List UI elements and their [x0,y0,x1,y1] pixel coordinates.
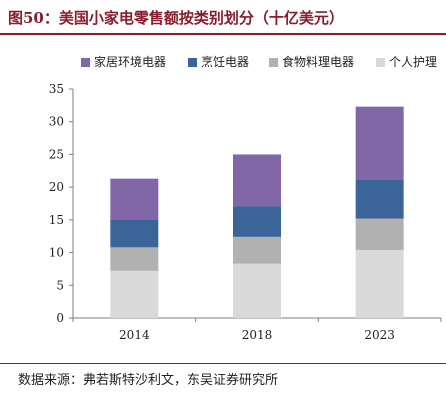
legend-swatch [269,58,278,67]
bar-segment [233,263,281,318]
bar-segment [355,106,404,180]
legend-label: 家居环境电器 [94,54,166,69]
bar-segment [355,249,404,318]
chart-tick-labels: 0 5 10 15 20 25 30 35 2014 2018 2023 [49,82,395,342]
bar-segment [233,154,281,207]
legend-label: 个人护理 [389,55,437,69]
bar-segment [355,179,404,219]
chart-legend: 家居环境电器 烹饪电器 食物料理电器 个人护理 [81,54,437,69]
y-tick-label: 15 [49,213,64,227]
bar-segment [233,236,281,264]
legend-swatch [188,58,197,67]
y-tick-label: 20 [49,180,64,194]
title-divider [0,33,446,35]
figure-title: 图50：美国小家电零售额按类别划分（十亿美元） [8,9,344,27]
bar-segment [355,218,404,250]
y-tick-label: 30 [49,115,64,129]
x-tick-label: 2023 [364,328,395,342]
y-tick-label: 0 [56,311,64,325]
y-tick-label: 25 [49,147,64,161]
legend-swatch [376,58,385,67]
bar-segment [110,178,159,220]
bar-segment [110,219,159,248]
y-tick-label: 35 [49,82,64,96]
legend-label: 食物料理电器 [282,54,354,69]
bar-segment [110,270,159,318]
y-tick-label: 10 [49,246,64,260]
x-tick-label: 2018 [242,328,273,342]
chart-bars [110,106,404,318]
legend-swatch [81,58,90,67]
legend-label: 烹饪电器 [201,54,249,69]
y-tick-label: 5 [56,278,64,292]
bar-segment [233,206,281,237]
x-tick-label: 2014 [119,328,150,342]
source-note: 数据来源：弗若斯特沙利文，东吴证券研究所 [18,373,279,388]
bar-segment [110,247,159,271]
source-divider [0,363,446,364]
